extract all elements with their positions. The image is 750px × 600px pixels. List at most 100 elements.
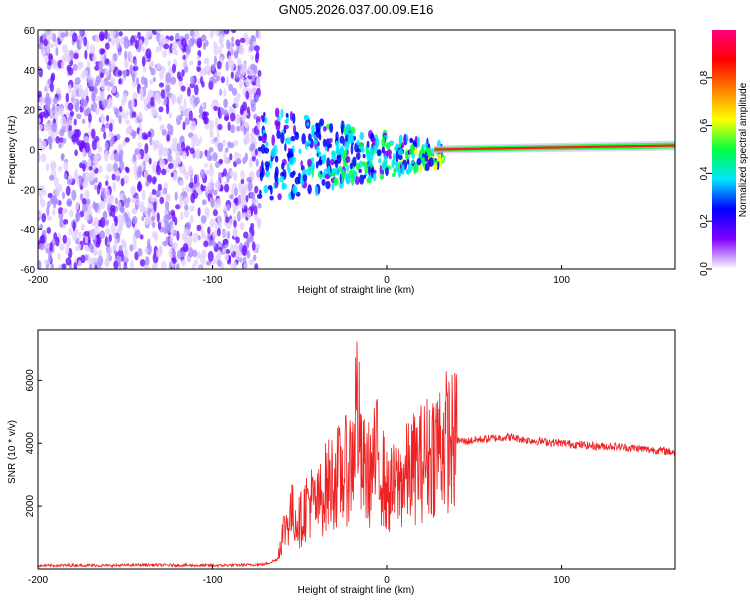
spectrogram-noise-cell — [183, 209, 190, 218]
spectrogram-noise-cell — [72, 63, 78, 72]
spectrogram-noise-cell — [219, 35, 223, 47]
spectrogram-signal-cell — [367, 151, 372, 160]
spectrogram-noise-cell — [97, 262, 102, 269]
spectrogram-noise-cell — [57, 165, 63, 172]
spectrogram-noise-cell — [104, 188, 110, 198]
spectrogram-noise-cell — [207, 181, 213, 191]
spectrogram-noise-cell — [110, 77, 116, 85]
spectrogram-noise-cell — [99, 200, 106, 210]
spectrogram-noise-cell — [165, 104, 170, 115]
spectrogram-signal-cell — [356, 139, 360, 146]
spectrogram-noise-cell — [255, 30, 259, 39]
spectrogram-noise-cell — [213, 55, 217, 66]
spectrogram-noise-cell — [182, 121, 186, 131]
spectrogram-noise-cell — [250, 150, 255, 157]
spectrogram-signal-cell — [292, 124, 297, 135]
spectrogram-noise-cell — [251, 241, 256, 251]
spectrogram-noise-cell — [61, 263, 67, 269]
spectrogram-noise-cell — [177, 249, 183, 260]
spectrogram-signal-cell — [375, 138, 380, 148]
spectrogram-noise-cell — [155, 165, 160, 173]
spectrogram-signal-cell — [392, 154, 396, 166]
spectrogram-noise-cell — [143, 77, 148, 86]
spectrogram-line-core — [434, 144, 675, 151]
spectrogram-noise-cell — [94, 224, 99, 235]
spectrogram-noise-cell — [69, 110, 75, 117]
spectrogram-noise-cell — [84, 86, 89, 98]
spectrogram-noise-cell — [82, 163, 86, 172]
spectrogram-signal-cell — [340, 123, 344, 135]
spectrogram-noise-cell — [99, 92, 105, 102]
spectrogram-noise-cell — [196, 37, 203, 49]
spectrogram-noise-cell — [250, 135, 255, 145]
spectrogram-noise-cell — [157, 114, 163, 122]
spectrogram-signal-cell — [379, 173, 385, 180]
spectrogram-noise-cell — [62, 234, 67, 244]
spectrogram-noise-cell — [212, 78, 218, 84]
spectrogram-signal-cell — [411, 159, 415, 165]
spectrogram-signal-cell — [294, 132, 300, 140]
spectrogram-noise-cell — [78, 231, 82, 240]
spectrogram-y-tick-label: -60 — [21, 265, 36, 276]
spectrogram-noise-cell — [88, 79, 94, 88]
spectrogram-signal-cell — [302, 168, 307, 175]
spectrogram-signal-cell — [385, 141, 391, 150]
spectrogram-noise-cell — [251, 155, 256, 162]
spectrogram-noise-cell — [207, 250, 214, 262]
spectrogram-signal-cell — [316, 145, 320, 154]
spectrogram-noise-cell — [58, 263, 63, 269]
spectrogram-noise-cell — [239, 124, 245, 133]
spectrogram-noise-cell — [145, 31, 152, 38]
spectrogram-noise-cell — [118, 245, 123, 252]
spectrogram-noise-cell — [232, 140, 239, 146]
spectrogram-noise-cell — [161, 129, 167, 136]
spectrogram-noise-cell — [224, 115, 230, 121]
spectrogram-noise-cell — [42, 34, 47, 40]
spectrogram-noise-cell — [197, 207, 201, 217]
spectrogram-noise-cell — [250, 141, 256, 151]
spectrogram-noise-cell — [49, 109, 53, 118]
spectrogram-noise-cell — [83, 109, 90, 117]
spectrogram-noise-cell — [213, 105, 218, 112]
spectrogram-noise-cell — [138, 129, 142, 141]
spectrogram-signal-cell — [329, 159, 335, 166]
spectrogram-noise-cell — [209, 131, 214, 139]
spectrogram-noise-cell — [82, 118, 86, 125]
snr-y-ticks: 2000 4000 6000 — [25, 369, 42, 517]
spectrogram-noise-cell — [159, 34, 165, 46]
spectrogram-noise-cell — [194, 30, 200, 39]
spectrogram-noise-cell — [108, 234, 112, 243]
spectrogram-noise-cell — [227, 121, 231, 132]
spectrogram-noise-cell — [114, 152, 120, 163]
spectrogram-signal-cell — [359, 131, 365, 141]
spectrogram-signal-cell — [345, 155, 351, 164]
spectrogram-signal-cell — [347, 126, 351, 131]
spectrogram-noise-cell — [170, 94, 177, 103]
spectrogram-noise-cell — [143, 134, 149, 140]
spectrogram-signal-cell — [269, 195, 274, 201]
spectrogram-noise-cell — [181, 69, 185, 77]
spectrogram-noise-cell — [181, 141, 186, 152]
spectrogram-noise-cell — [44, 96, 48, 104]
spectrogram-noise-cell — [212, 152, 218, 162]
spectrogram-noise-cell — [245, 194, 249, 203]
spectrogram-noise-cell — [170, 144, 176, 152]
spectrogram-signal-cell — [285, 113, 289, 118]
spectrogram-noise-cell — [216, 132, 220, 141]
spectrogram-signal-cell — [325, 180, 331, 190]
spectrogram-noise-cell — [206, 150, 212, 162]
spectrogram-noise-cell — [209, 218, 215, 228]
spectrogram-noise-cell — [125, 167, 130, 174]
spectrogram-noise-cell — [180, 85, 186, 92]
spectrogram-noise-cell — [201, 230, 205, 239]
spectrogram-noise-cell — [182, 54, 186, 61]
spectrogram-noise-cell — [191, 141, 195, 149]
spectrogram-noise-cell — [74, 77, 81, 85]
spectrogram-noise-cell — [237, 194, 242, 205]
spectrogram-noise-cell — [139, 259, 146, 267]
spectrogram-noise-cell — [81, 198, 87, 205]
spectrogram-noise-cell — [93, 217, 99, 227]
spectrogram-noise-cell — [219, 88, 223, 97]
spectrogram-noise-cell — [154, 93, 159, 103]
